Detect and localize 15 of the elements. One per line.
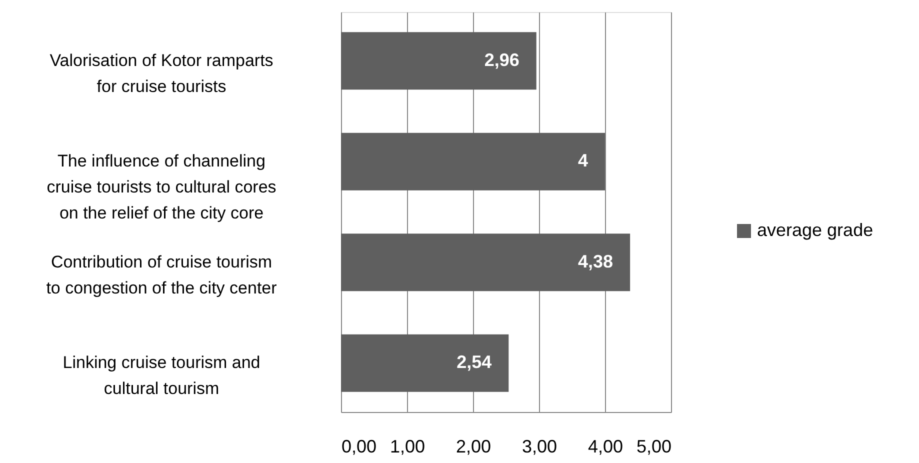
x-tick-label: 1,00 [390,436,426,456]
y-tick-label: Linking cruise tourism and cultural tourism [62,353,260,398]
x-tick-label: 2,00 [456,436,492,456]
data-label: 4,38 [578,251,614,272]
y-tick-label: Valorisation of Kotor ramparts for cruise tourists [50,50,274,96]
x-tick-label: 3,00 [522,436,558,456]
y-tick-label: The influence of channeling cruise tourists to cultural cores on the relief of the city core [46,152,276,223]
x-tick-label: 0,00 [342,436,377,456]
x-tick-label: 5,00 [636,436,672,456]
data-label: 2,54 [456,352,492,372]
x-tick-label: 4,00 [588,436,624,456]
data-label: 4 [578,150,588,171]
legend-label: average grade [757,220,874,240]
data-label: 2,96 [484,50,520,70]
y-tick-label: Contribution of cruise tourism to congestion of the city center [46,252,278,298]
